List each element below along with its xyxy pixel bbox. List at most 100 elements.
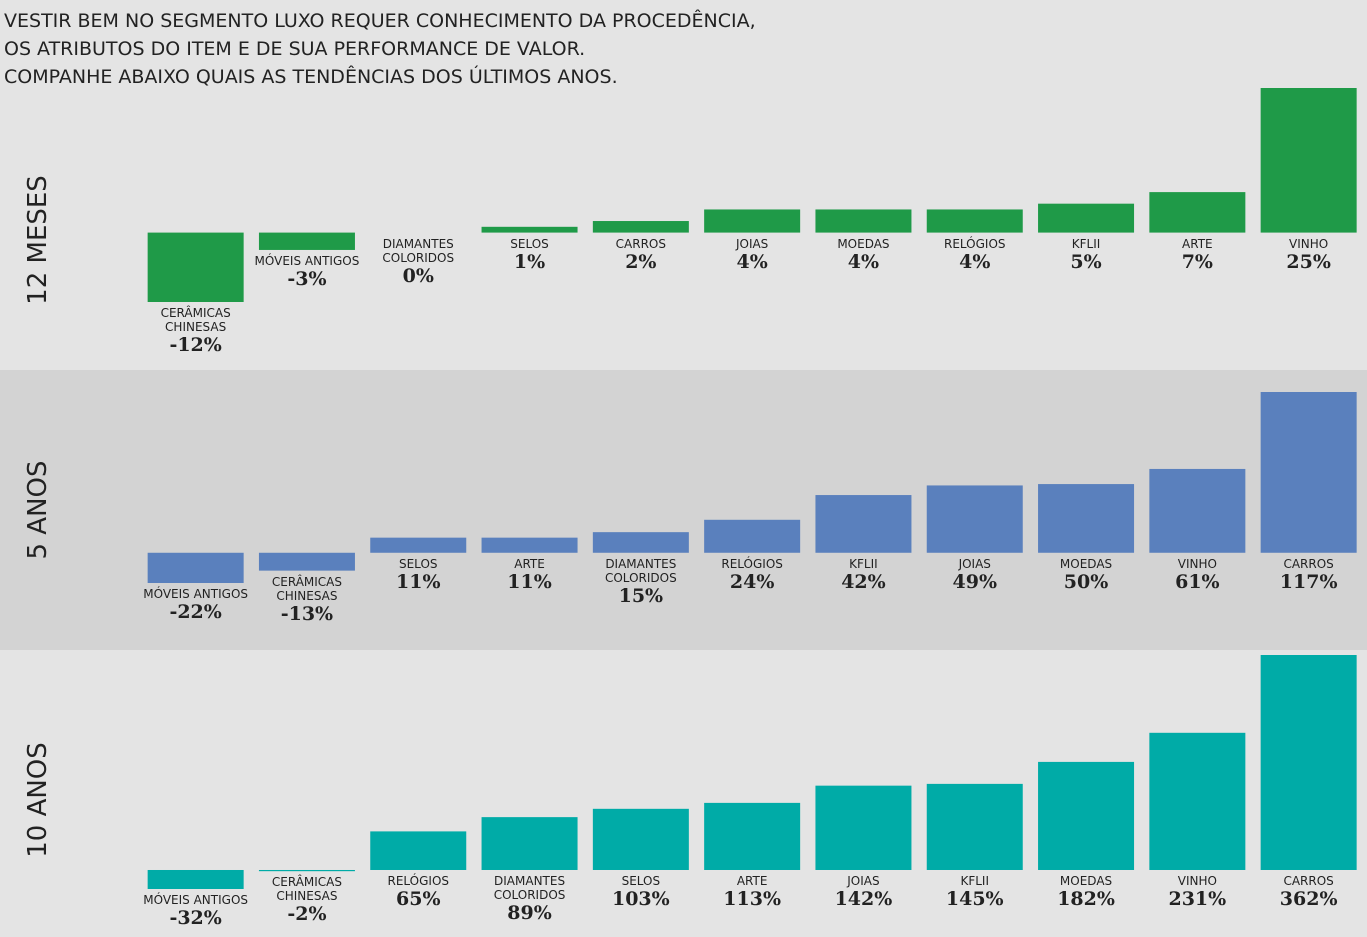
value-label: 50% [1030,571,1142,593]
value-label: 25% [1253,251,1365,273]
bar [1038,484,1134,553]
category-label: CARROS [585,237,697,251]
value-label: 15% [585,585,697,607]
value-label: 362% [1253,888,1365,910]
chart: 12 MESES 5 ANOS 10 ANOS [0,0,1367,937]
value-label: 145% [919,888,1031,910]
row-title: 12 MESES [23,175,53,305]
category-label: RELÓGIOS [919,237,1031,251]
row-title: 5 ANOS [23,460,53,559]
category-label: JOIAS [696,237,808,251]
value-label: 5% [1030,251,1142,273]
bar-label: MÓVEIS ANTIGOS-3% [251,254,363,290]
value-label: 7% [1141,251,1253,273]
category-label: CERÂMICAS CHINESAS [140,306,252,334]
bar [259,553,355,571]
bar-label: CERÂMICAS CHINESAS-2% [251,875,363,925]
value-label: 11% [362,571,474,593]
category-label: CERÂMICAS CHINESAS [251,575,363,603]
category-label: CARROS [1253,874,1365,888]
bar [1261,88,1357,233]
category-label: KFLII [807,557,919,571]
bar [148,870,244,889]
value-label: 0% [362,265,474,287]
category-label: MOEDAS [807,237,919,251]
bar [593,532,689,553]
category-label: DIAMANTES COLORIDOS [585,557,697,585]
category-label: SELOS [474,237,586,251]
category-label: MÓVEIS ANTIGOS [140,893,252,907]
bar [1038,762,1134,870]
bar [815,495,911,553]
value-label: -3% [251,268,363,290]
bar [148,233,244,302]
bar-label: ARTE11% [474,557,586,593]
bar [704,209,800,232]
header-line: OS ATRIBUTOS DO ITEM E DE SUA PERFORMANC… [4,38,585,60]
bar [148,553,244,583]
value-label: -32% [140,907,252,929]
value-label: 117% [1253,571,1365,593]
category-label: VINHO [1141,557,1253,571]
category-label: JOIAS [807,874,919,888]
category-label: MOEDAS [1030,874,1142,888]
value-label: 42% [807,571,919,593]
category-label: SELOS [362,557,474,571]
category-label: ARTE [1141,237,1253,251]
value-label: 65% [362,888,474,910]
value-label: -12% [140,334,252,356]
value-label: 182% [1030,888,1142,910]
header-line: VESTIR BEM NO SEGMENTO LUXO REQUER CONHE… [4,10,756,32]
category-label: VINHO [1141,874,1253,888]
value-label: 61% [1141,571,1253,593]
category-label: SELOS [585,874,697,888]
bar [704,520,800,553]
bar [1261,392,1357,553]
category-label: MÓVEIS ANTIGOS [251,254,363,268]
category-label: DIAMANTES COLORIDOS [474,874,586,902]
bar-label: MOEDAS50% [1030,557,1142,593]
bar-label: CERÂMICAS CHINESAS-13% [251,575,363,625]
bar-label: CARROS117% [1253,557,1365,593]
bar [927,209,1023,232]
bar [704,803,800,870]
value-label: 1% [474,251,586,273]
bar-label: CERÂMICAS CHINESAS-12% [140,306,252,356]
value-label: 4% [919,251,1031,273]
bar [1149,469,1245,553]
bar-label: ARTE7% [1141,237,1253,273]
bar [482,538,578,553]
category-label: RELÓGIOS [696,557,808,571]
value-label: 89% [474,902,586,924]
category-label: DIAMANTES COLORIDOS [362,237,474,265]
value-label: -2% [251,903,363,925]
category-label: VINHO [1253,237,1365,251]
bar [370,538,466,553]
bar [1149,733,1245,870]
category-label: CARROS [1253,557,1365,571]
value-label: -22% [140,601,252,623]
bar [1038,204,1134,233]
value-label: -13% [251,603,363,625]
value-label: 49% [919,571,1031,593]
category-label: RELÓGIOS [362,874,474,888]
value-label: 11% [474,571,586,593]
bar-label: SELOS1% [474,237,586,273]
bar-label: MÓVEIS ANTIGOS-22% [140,587,252,623]
header-line: COMPANHE ABAIXO QUAIS AS TENDÊNCIAS DOS … [4,66,618,88]
row-title: 10 ANOS [23,742,53,858]
